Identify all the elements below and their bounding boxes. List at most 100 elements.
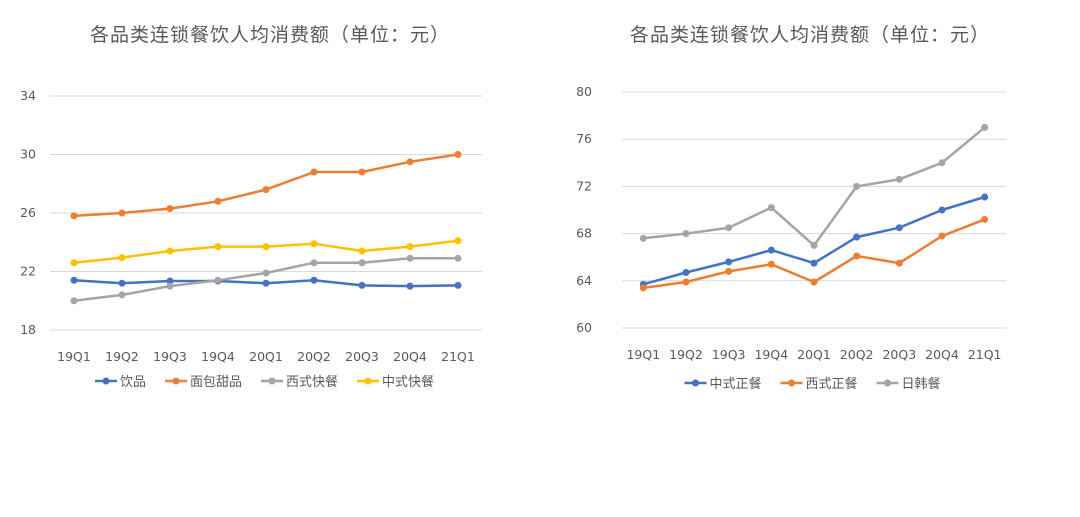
line-chart-left: 18 22 26 30 34 19Q1 19Q2 19Q3 19Q4 20Q1 20Q2 20Q3 20… (20, 88, 482, 390)
data-point (358, 247, 366, 255)
data-point (853, 233, 861, 241)
data-point (639, 284, 647, 292)
data-point (310, 259, 318, 267)
y-tick-label: 26 (20, 205, 36, 220)
data-point (454, 151, 462, 158)
legend-swatch-marker (364, 377, 372, 385)
data-point (981, 193, 989, 201)
x-tick-label: 20Q4 (925, 347, 959, 362)
x-tick-label: 19Q3 (153, 349, 187, 364)
data-point (938, 232, 946, 240)
y-tick-label: 76 (576, 131, 592, 146)
data-point (725, 224, 733, 232)
y-tick-label: 64 (576, 273, 592, 288)
legend-label: 日韩餐 (902, 376, 941, 392)
data-point (810, 241, 818, 249)
x-tick-label: 19Q4 (201, 349, 235, 364)
x-tick-label: 19Q2 (669, 347, 703, 362)
data-point (118, 254, 126, 262)
data-point (767, 204, 775, 212)
y-tick-label: 22 (20, 264, 36, 279)
data-point (358, 259, 366, 267)
data-point (767, 260, 775, 268)
data-point (118, 291, 126, 299)
data-point (454, 281, 462, 289)
data-point (725, 258, 733, 266)
data-point (166, 205, 174, 213)
data-point (981, 123, 989, 131)
data-point (214, 276, 222, 284)
data-point (310, 240, 318, 248)
legend-label: 中式正餐 (710, 376, 762, 392)
data-point (166, 247, 174, 255)
y-tick-label: 72 (576, 178, 592, 193)
x-tick-label: 20Q4 (393, 349, 427, 364)
x-tick-label: 20Q1 (249, 349, 283, 364)
data-point (262, 269, 270, 277)
y-tick-label: 80 (576, 84, 592, 99)
x-tick-label: 19Q1 (626, 347, 660, 362)
legend-label: 中式快餐 (382, 374, 434, 390)
data-point (639, 234, 647, 242)
legend-swatch-marker (692, 379, 699, 387)
x-tick-label: 19Q4 (754, 347, 788, 362)
legend-swatch-marker (884, 379, 891, 387)
x-tick-label: 20Q3 (345, 349, 379, 364)
y-tick-label: 68 (576, 226, 592, 241)
data-point (895, 259, 903, 267)
data-point (310, 168, 318, 176)
data-point (70, 212, 78, 220)
data-point (725, 267, 733, 275)
data-point (895, 175, 903, 183)
y-tick-label: 34 (20, 88, 36, 103)
data-point (853, 182, 861, 190)
legend-swatch-marker (172, 377, 180, 385)
x-tick-label: 19Q1 (57, 349, 91, 364)
chart-panel-right: 各品类连锁餐饮人均消费额（单位：元） 60 64 68 72 76 80 19Q1 19Q2 1… (540, 0, 1080, 517)
data-point (262, 186, 270, 194)
x-tick-label: 19Q2 (105, 349, 139, 364)
data-point (406, 282, 414, 290)
data-point (406, 158, 414, 166)
data-point (938, 159, 946, 167)
data-point (682, 278, 690, 286)
chart-panel-left: 各品类连锁餐饮人均消费额（单位：元） 18 22 26 30 34 19Q1 19Q2 19Q… (20, 24, 482, 390)
legend-label: 西式快餐 (286, 374, 338, 390)
x-tick-label: 21Q1 (441, 349, 475, 364)
data-point (981, 215, 989, 223)
x-tick-label: 21Q1 (968, 347, 1002, 362)
data-point (214, 243, 222, 251)
x-tick-label: 20Q2 (297, 349, 331, 364)
legend-label: 饮品 (120, 375, 146, 390)
legend-label: 西式正餐 (806, 376, 858, 392)
x-tick-label: 20Q3 (882, 347, 916, 362)
data-point (406, 243, 414, 251)
data-point (118, 209, 126, 217)
data-point (70, 297, 78, 305)
y-tick-label: 18 (20, 322, 36, 337)
legend-swatch-marker (268, 377, 276, 385)
data-point (262, 279, 270, 287)
series-line (73, 153, 459, 218)
data-point (310, 276, 318, 284)
data-point (682, 230, 690, 238)
data-point (214, 197, 222, 205)
data-point (166, 277, 174, 285)
chart-title: 各品类连锁餐饮人均消费额（单位：元） (629, 24, 990, 46)
data-point (358, 281, 366, 289)
data-point (118, 279, 126, 287)
data-point (810, 278, 818, 286)
series-line (73, 257, 458, 303)
series-line (643, 218, 986, 290)
data-point (767, 246, 775, 254)
x-tick-label: 19Q3 (712, 347, 746, 362)
data-point (454, 254, 462, 262)
data-point (166, 282, 174, 290)
x-tick-label: 20Q1 (797, 347, 831, 362)
data-point (682, 269, 690, 277)
data-point (853, 252, 861, 260)
data-point (406, 254, 414, 262)
legend-swatch-marker (102, 377, 110, 385)
y-tick-label: 30 (20, 147, 36, 162)
data-point (454, 237, 462, 245)
